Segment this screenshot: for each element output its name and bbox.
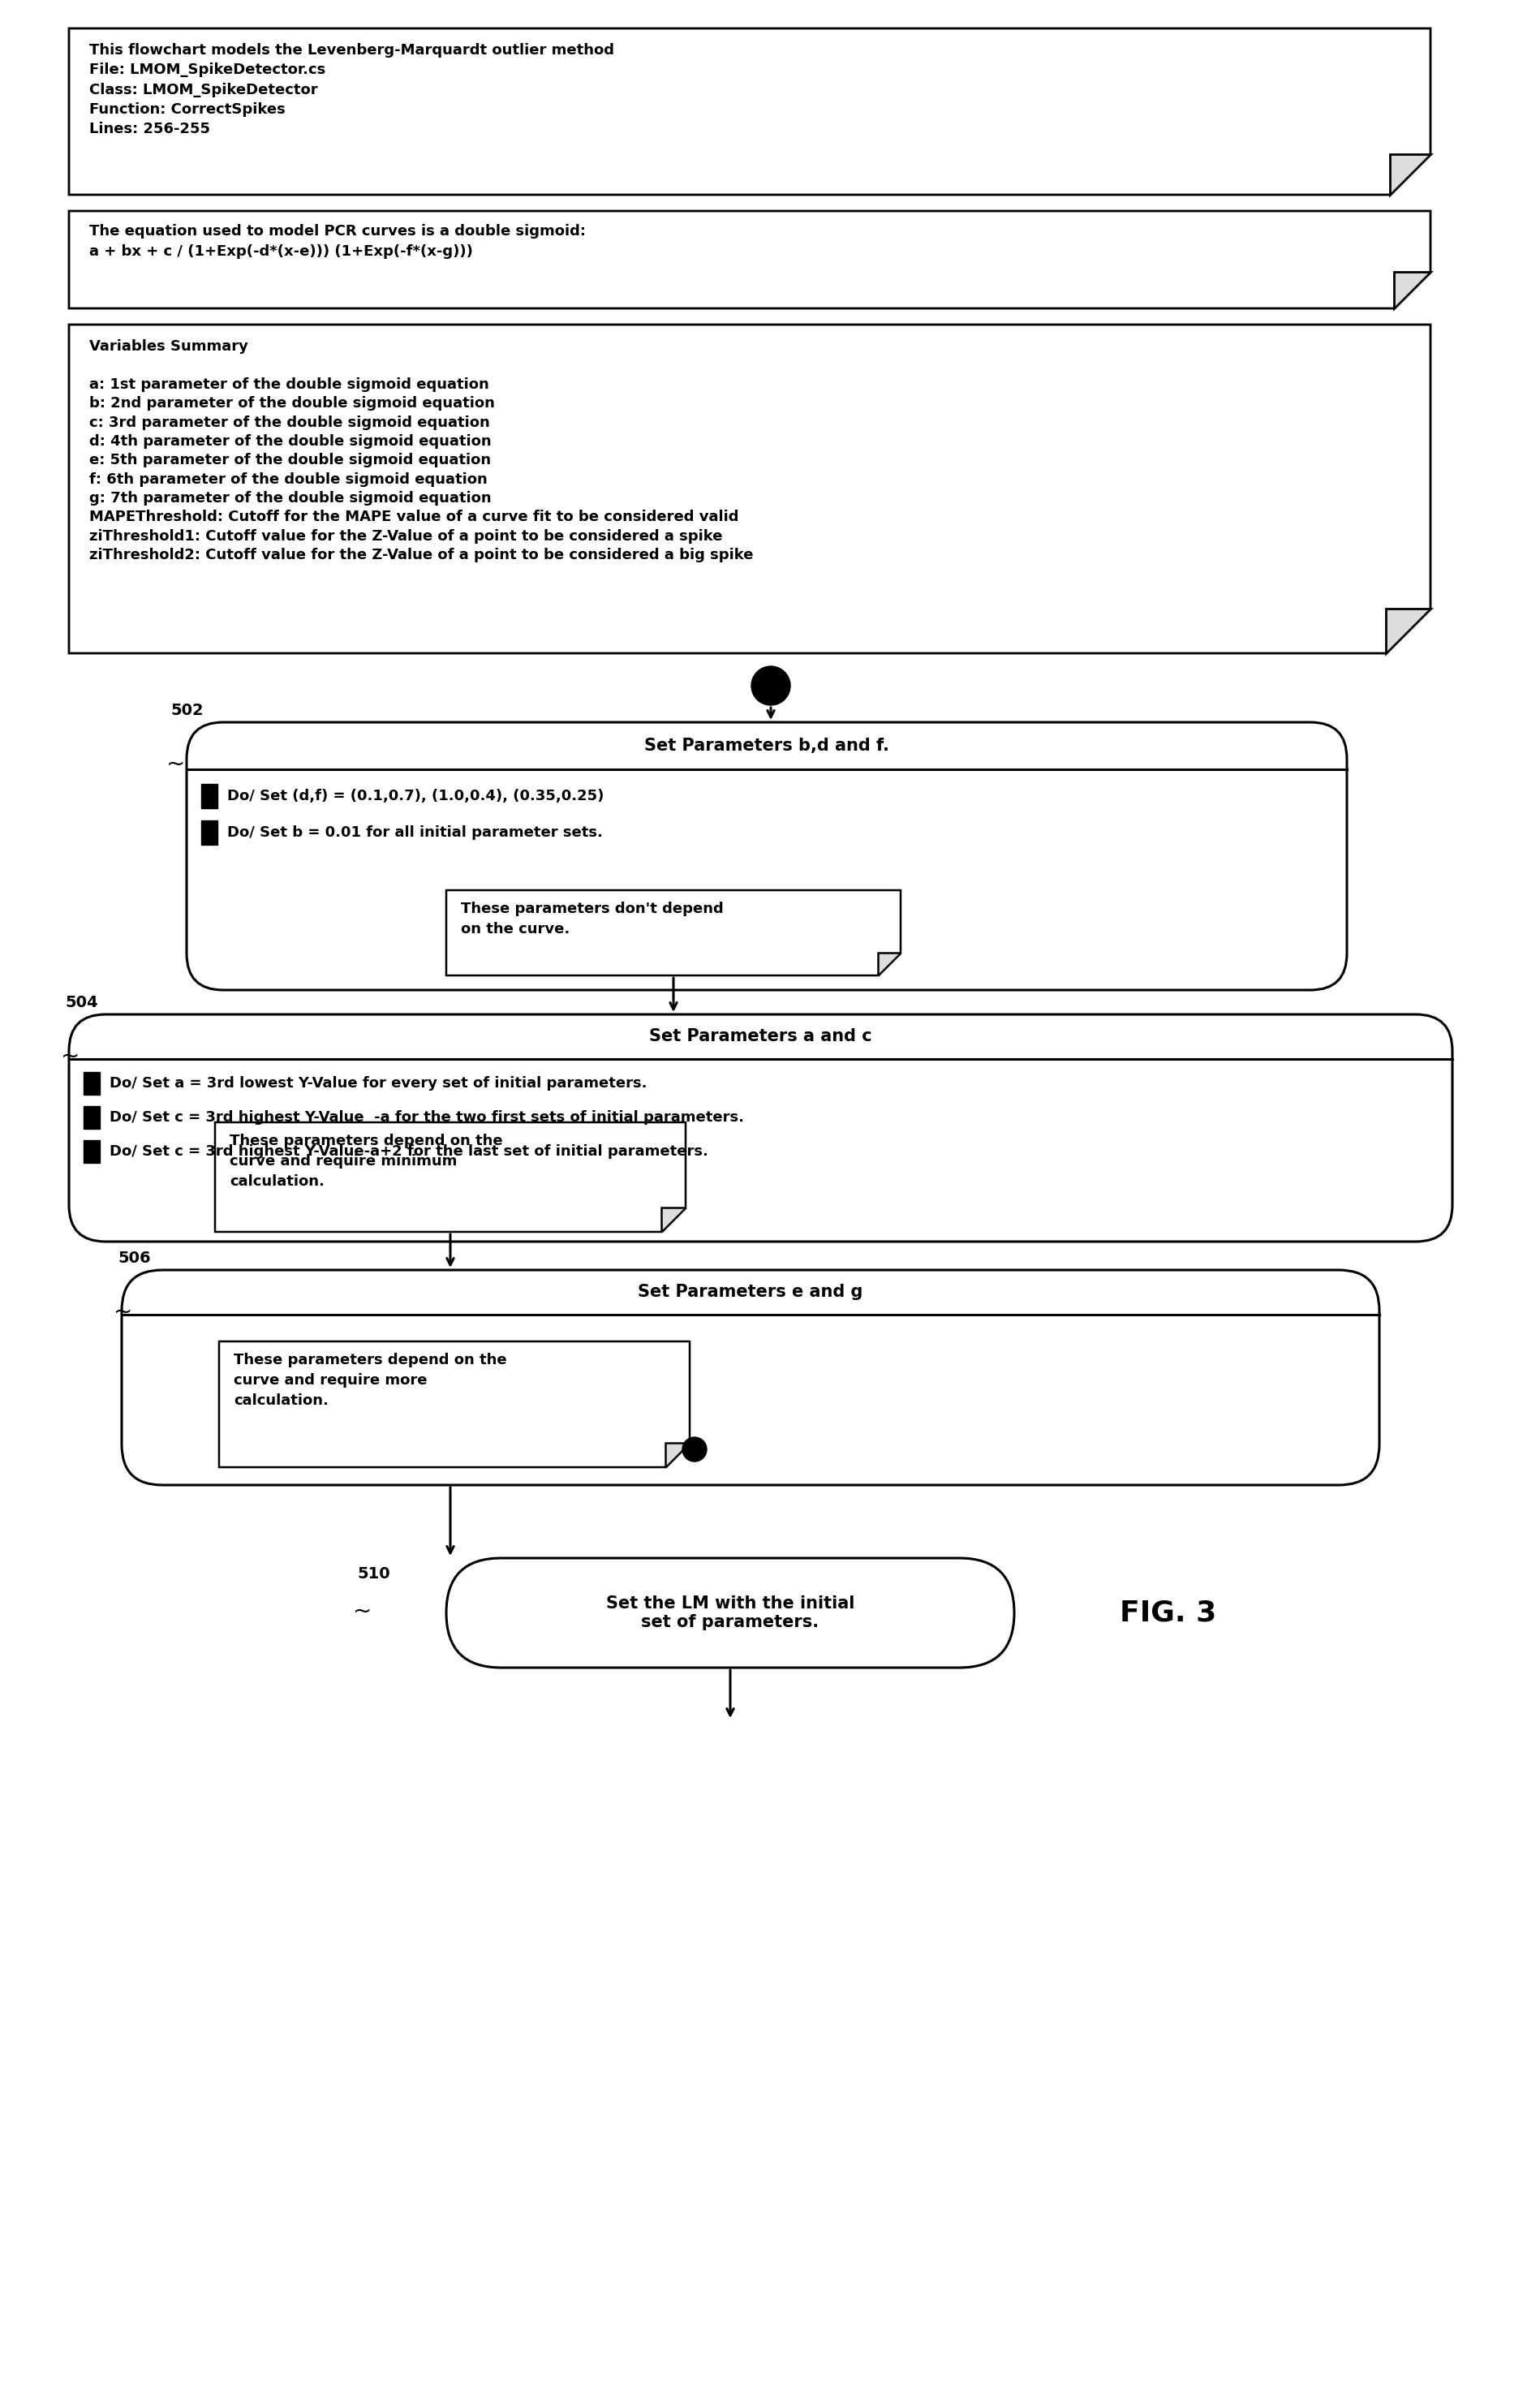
- Text: 510: 510: [357, 1566, 390, 1583]
- Text: Variables Summary: Variables Summary: [89, 338, 248, 355]
- Polygon shape: [219, 1340, 690, 1468]
- FancyBboxPatch shape: [83, 1072, 100, 1096]
- Text: 506: 506: [117, 1249, 151, 1266]
- FancyBboxPatch shape: [202, 784, 217, 808]
- FancyBboxPatch shape: [122, 1271, 1380, 1484]
- Text: These parameters depend on the
curve and require minimum
calculation.: These parameters depend on the curve and…: [229, 1134, 502, 1189]
- Text: FIG. 3: FIG. 3: [1120, 1599, 1217, 1626]
- Text: ~: ~: [62, 1046, 80, 1067]
- FancyBboxPatch shape: [447, 1559, 1015, 1667]
- Circle shape: [752, 667, 790, 705]
- Polygon shape: [1394, 271, 1431, 309]
- FancyBboxPatch shape: [83, 1105, 100, 1129]
- Polygon shape: [878, 952, 901, 976]
- Text: Do/ Set a = 3rd lowest Y-Value for every set of initial parameters.: Do/ Set a = 3rd lowest Y-Value for every…: [109, 1077, 647, 1091]
- Text: Do/ Set b = 0.01 for all initial parameter sets.: Do/ Set b = 0.01 for all initial paramet…: [228, 825, 602, 839]
- Polygon shape: [665, 1444, 690, 1468]
- Text: Do/ Set c = 3rd highest Y-Value  -a for the two first sets of initial parameters: Do/ Set c = 3rd highest Y-Value -a for t…: [109, 1110, 744, 1125]
- Text: The equation used to model PCR curves is a double sigmoid:
a + bx + c / (1+Exp(-: The equation used to model PCR curves is…: [89, 223, 585, 259]
- Polygon shape: [69, 324, 1431, 652]
- FancyBboxPatch shape: [186, 722, 1348, 990]
- Text: Do/ Set (d,f) = (0.1,0.7), (1.0,0.4), (0.35,0.25): Do/ Set (d,f) = (0.1,0.7), (1.0,0.4), (0…: [228, 789, 604, 803]
- Polygon shape: [661, 1209, 685, 1233]
- Text: ~: ~: [166, 753, 185, 777]
- Polygon shape: [216, 1122, 685, 1233]
- Text: a: 1st parameter of the double sigmoid equation
b: 2nd parameter of the double s: a: 1st parameter of the double sigmoid e…: [89, 376, 753, 561]
- Text: This flowchart models the Levenberg-Marquardt outlier method
File: LMOM_SpikeDet: This flowchart models the Levenberg-Marq…: [89, 43, 614, 137]
- Polygon shape: [447, 890, 901, 976]
- Text: These parameters don't depend
on the curve.: These parameters don't depend on the cur…: [460, 902, 724, 938]
- Text: ~: ~: [114, 1300, 132, 1324]
- FancyBboxPatch shape: [69, 1014, 1452, 1242]
- Text: ~: ~: [353, 1599, 373, 1623]
- Text: Set Parameters b,d and f.: Set Parameters b,d and f.: [644, 739, 889, 753]
- Text: Set Parameters e and g: Set Parameters e and g: [638, 1285, 862, 1300]
- Polygon shape: [1386, 609, 1431, 652]
- Text: 502: 502: [171, 703, 203, 717]
- Text: Do/ Set c = 3rd highest Y-Value-a+2 for the last set of initial parameters.: Do/ Set c = 3rd highest Y-Value-a+2 for …: [109, 1144, 708, 1158]
- FancyBboxPatch shape: [83, 1139, 100, 1163]
- Polygon shape: [1391, 153, 1431, 194]
- FancyBboxPatch shape: [202, 820, 217, 844]
- Circle shape: [682, 1436, 707, 1460]
- Polygon shape: [69, 29, 1431, 194]
- Text: Set the LM with the initial
set of parameters.: Set the LM with the initial set of param…: [605, 1595, 855, 1631]
- Text: Set Parameters a and c: Set Parameters a and c: [650, 1029, 872, 1046]
- Polygon shape: [69, 211, 1431, 309]
- Text: These parameters depend on the
curve and require more
calculation.: These parameters depend on the curve and…: [234, 1352, 507, 1408]
- Text: 504: 504: [65, 995, 99, 1010]
